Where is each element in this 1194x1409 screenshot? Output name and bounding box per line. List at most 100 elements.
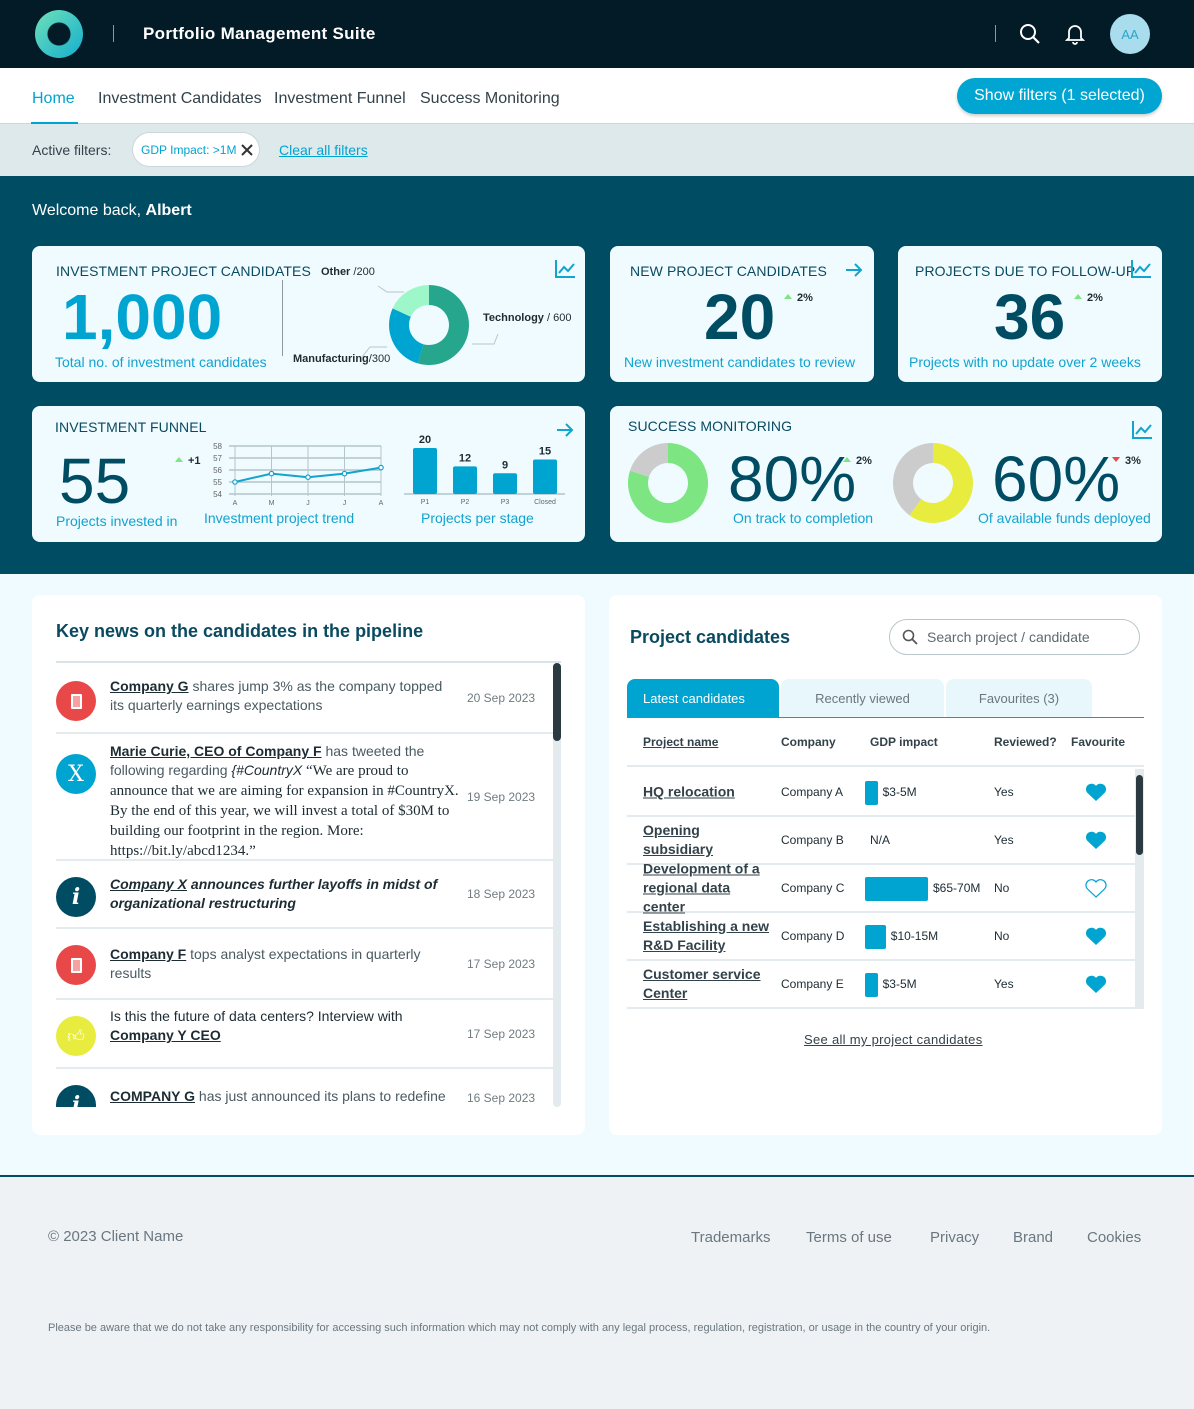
card-title: SUCCESS MONITORING xyxy=(628,418,793,434)
column-project-name[interactable]: Project name xyxy=(643,735,719,749)
table-row[interactable]: Development of a regional data center Co… xyxy=(627,861,1144,915)
search-icon[interactable] xyxy=(1019,23,1041,45)
news-company-link[interactable]: Company F xyxy=(110,946,187,962)
news-company-link[interactable]: Marie Curie, CEO of Company F xyxy=(110,743,322,759)
x-tick-label: A xyxy=(233,500,238,507)
heart-filled-icon[interactable] xyxy=(1085,926,1107,946)
success-monitoring-card[interactable]: SUCCESS MONITORING 80% 2% On track to co… xyxy=(610,406,1162,542)
label-name: Technology xyxy=(483,312,544,324)
news-item[interactable]: i COMPANY G has just announced its plans … xyxy=(56,1069,553,1107)
arrow-right-icon[interactable] xyxy=(845,262,863,278)
news-company-link[interactable]: Company G xyxy=(110,678,189,694)
follow-up-card[interactable]: PROJECTS DUE TO FOLLOW-UP 36 2% Projects… xyxy=(898,246,1162,382)
close-icon[interactable] xyxy=(240,143,254,157)
avatar[interactable]: AA xyxy=(1110,14,1150,54)
footer-divider xyxy=(0,1175,1194,1177)
investment-funnel-card[interactable]: INVESTMENT FUNNEL 55 +1 Projects investe… xyxy=(32,406,585,542)
candidates-count: 1,000 xyxy=(62,281,223,353)
footer-link-brand[interactable]: Brand xyxy=(1013,1229,1054,1246)
y-tick-label: 55 xyxy=(213,478,222,487)
funnel-count: 55 xyxy=(59,445,131,517)
news-text: Is this the future of data centers? Inte… xyxy=(110,1007,460,1045)
divider xyxy=(627,717,1144,718)
scrollbar-thumb[interactable] xyxy=(553,663,561,741)
delta-badge: 2% xyxy=(843,455,872,467)
news-item[interactable]: i Company X announces further layoffs in … xyxy=(56,861,553,929)
logo[interactable] xyxy=(35,10,83,58)
card-title: INVESTMENT PROJECT CANDIDATES xyxy=(56,263,311,279)
leader-line xyxy=(361,346,387,358)
projects-title: Project candidates xyxy=(630,627,791,647)
bar-value-label: 20 xyxy=(419,434,431,446)
divider xyxy=(995,25,996,42)
tab-investment-funnel[interactable]: Investment Funnel xyxy=(274,90,406,107)
project-name-link[interactable]: Establishing a new R&D Facility xyxy=(643,918,770,953)
news-body: shares jump 3% as the company topped its… xyxy=(110,678,443,713)
clear-all-filters-link[interactable]: Clear all filters xyxy=(279,142,368,158)
footer-link-cookies[interactable]: Cookies xyxy=(1087,1229,1142,1246)
chart-icon[interactable] xyxy=(555,260,575,278)
bell-icon[interactable] xyxy=(1065,23,1085,45)
see-all-link[interactable]: See all my project candidates xyxy=(804,1032,983,1047)
trend-point xyxy=(268,470,275,477)
tab-latest-candidates[interactable]: Latest candidates xyxy=(627,679,779,717)
tab-home[interactable]: Home xyxy=(31,90,78,125)
table-row[interactable]: Establishing a new R&D Facility Company … xyxy=(627,913,1144,961)
news-item[interactable]: Company F tops analyst expectations in q… xyxy=(56,929,553,1000)
filter-chip[interactable]: GDP Impact: >1M xyxy=(132,132,260,167)
search-input[interactable]: Search project / candidate xyxy=(889,619,1140,655)
news-scrollbar[interactable] xyxy=(553,663,561,1107)
table-row[interactable]: HQ relocation Company A $3-5M Yes xyxy=(627,769,1144,817)
news-date: 17 Sep 2023 xyxy=(467,1026,536,1041)
table-row[interactable]: Customer service Center Company E $3-5M … xyxy=(627,961,1144,1009)
chart-icon[interactable] xyxy=(1131,260,1151,278)
heart-filled-icon[interactable] xyxy=(1085,974,1107,994)
document-icon xyxy=(56,681,96,721)
trend-label: Investment project trend xyxy=(204,510,355,526)
table-scrollbar[interactable] xyxy=(1135,769,1144,1007)
on-track-slice xyxy=(629,443,668,477)
news-company-link[interactable]: Company X xyxy=(110,876,188,892)
tab-favourites[interactable]: Favourites (3) xyxy=(946,679,1092,717)
news-item[interactable]: X Marie Curie, CEO of Company F has tweet… xyxy=(56,734,553,861)
investment-candidates-card[interactable]: INVESTMENT PROJECT CANDIDATES 1,000 Tota… xyxy=(32,246,585,382)
footer-link-terms[interactable]: Terms of use xyxy=(806,1229,892,1246)
project-name-link[interactable]: Development of a regional data center xyxy=(643,860,760,915)
company-cell: Company B xyxy=(781,833,844,847)
y-tick-label: 56 xyxy=(213,466,222,475)
heart-filled-icon[interactable] xyxy=(1085,782,1107,802)
project-name-link[interactable]: HQ relocation xyxy=(643,783,735,800)
footer-link-privacy[interactable]: Privacy xyxy=(930,1229,980,1246)
news-hashtag: {#CountryX xyxy=(231,762,303,778)
x-tick-label: A xyxy=(379,500,384,507)
card-subtitle: Total no. of investment candidates xyxy=(55,354,267,370)
news-company-link[interactable]: Company Y CEO xyxy=(110,1027,221,1043)
table-row[interactable]: Opening subsidiary Company B N/A Yes xyxy=(627,817,1144,865)
news-body: announces further layoffs in midst of or… xyxy=(110,876,438,911)
project-name-link[interactable]: Customer service Center xyxy=(643,966,761,1001)
arrow-right-icon[interactable] xyxy=(556,422,574,438)
project-name-link[interactable]: Opening subsidiary xyxy=(643,822,714,857)
welcome-message: Welcome back, Albert xyxy=(32,202,192,220)
company-cell: Company D xyxy=(781,929,845,943)
chart-icon[interactable] xyxy=(1132,421,1152,439)
news-item[interactable]: Company G shares jump 3% as the company … xyxy=(56,663,553,734)
heart-outline-icon[interactable] xyxy=(1085,878,1107,898)
top-header: Portfolio Management Suite AA xyxy=(0,0,1194,68)
company-cell: Company E xyxy=(781,977,844,991)
news-item[interactable]: 👍︎ Is this the future of data centers? In… xyxy=(56,1000,553,1069)
news-title: Key news on the candidates in the pipeli… xyxy=(56,621,424,641)
table-header: Project name Company GDP impact Reviewed… xyxy=(627,718,1144,767)
new-candidates-card[interactable]: NEW PROJECT CANDIDATES 20 2% New investm… xyxy=(610,246,874,382)
tab-success-monitoring[interactable]: Success Monitoring xyxy=(420,90,560,107)
heart-filled-icon[interactable] xyxy=(1085,830,1107,850)
news-company-link[interactable]: COMPANY G xyxy=(110,1088,196,1104)
reviewed-cell: Yes xyxy=(994,977,1014,991)
tab-recently-viewed[interactable]: Recently viewed xyxy=(781,679,944,717)
divider xyxy=(56,661,561,663)
tab-investment-candidates[interactable]: Investment Candidates xyxy=(98,90,262,107)
x-tick-label: J xyxy=(343,500,347,507)
show-filters-button[interactable]: Show filters (1 selected) xyxy=(957,78,1162,114)
scrollbar-thumb[interactable] xyxy=(1136,775,1143,855)
footer-link-trademarks[interactable]: Trademarks xyxy=(691,1229,771,1246)
